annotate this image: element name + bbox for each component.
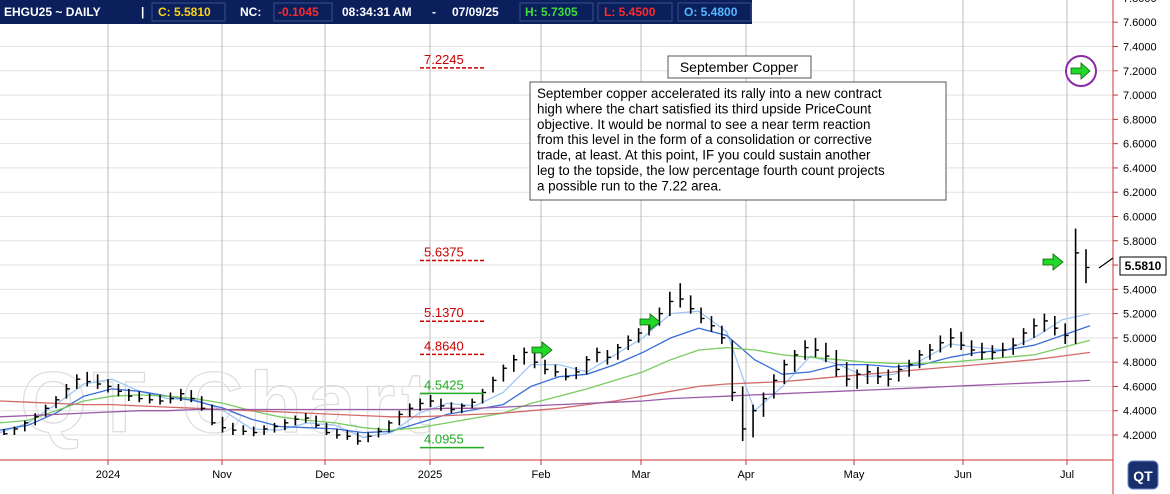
level-label: 4.8640: [424, 338, 464, 353]
annotation-title-box: September Copper: [667, 55, 812, 79]
y-tick-label: 7.2000: [1123, 66, 1157, 78]
high-value: H: 5.7305: [525, 5, 578, 19]
close-value: C: 5.5810: [158, 5, 211, 19]
moving-average-purple: [0, 379, 1091, 418]
x-tick-label: May: [844, 469, 865, 481]
target-arrow-icon: [1065, 55, 1097, 87]
x-tick-label: 2025: [418, 469, 442, 481]
y-tick-label: 4.2000: [1123, 430, 1157, 442]
price-bars: [3, 228, 1090, 445]
y-tick-label: 6.0000: [1123, 211, 1157, 223]
annotation-title: September Copper: [680, 59, 799, 75]
y-tick-label: 5.4000: [1123, 284, 1157, 296]
low-value: L: 5.4500: [604, 5, 656, 19]
y-tick-label: 6.6000: [1123, 139, 1157, 151]
y-tick-label: 5.2000: [1123, 309, 1157, 321]
net-change-label: NC:: [240, 5, 261, 19]
annotation-text-box: September copper accelerated its rally i…: [529, 81, 947, 201]
quote-header: EHGU25 ~ DAILY | C: 5.5810 NC: -0.1045 0…: [0, 0, 752, 24]
x-tick-label: 2024: [96, 469, 120, 481]
last-price-tag: 5.5810: [1098, 256, 1167, 276]
y-tick-label: 6.2000: [1123, 187, 1157, 199]
y-tick-label: 4.6000: [1123, 381, 1157, 393]
header-dash: -: [432, 5, 436, 19]
y-tick-label: 4.4000: [1123, 406, 1157, 418]
x-tick-label: Feb: [532, 469, 551, 481]
annotation-text-line: objective. It would be normal to see a n…: [537, 117, 870, 132]
level-label: 5.6375: [424, 244, 464, 259]
level-label: 5.1370: [424, 305, 464, 320]
x-tick-label: Nov: [212, 469, 232, 481]
y-tick-label: 7.8000: [1123, 0, 1157, 5]
open-value: O: 5.4800: [684, 5, 738, 19]
annotation-text-line: leg to the topside, the low percentage f…: [537, 163, 885, 178]
x-axis-ticks: 2024 Nov Dec 2025 Feb Mar Apr May Jun Jul: [96, 460, 1074, 481]
level-label: 7.2245: [424, 52, 464, 67]
annotation-text-line: September copper accelerated its rally i…: [537, 86, 882, 101]
y-tick-label: 7.0000: [1123, 90, 1157, 102]
header-separator: |: [141, 5, 144, 19]
qt-logo: QT: [1127, 460, 1159, 490]
level-label: 4.0955: [424, 432, 464, 447]
x-tick-label: Jun: [954, 469, 972, 481]
annotation-text-line: a possible run to the 7.22 area.: [537, 178, 722, 193]
arrow-right-icon: [531, 341, 553, 359]
net-change-value: -0.1045: [278, 5, 319, 19]
symbol-label: EHGU25 ~ DAILY: [4, 5, 101, 19]
arrow-right-icon: [1042, 253, 1064, 271]
x-tick-label: Dec: [315, 469, 335, 481]
y-tick-label: 7.4000: [1123, 42, 1157, 54]
arrow-right-icon: [639, 313, 661, 331]
y-tick-label: 5.0000: [1123, 333, 1157, 345]
watermark: QT Chart: [20, 355, 436, 451]
y-tick-label: 5.8000: [1123, 236, 1157, 248]
y-tick-label: 7.6000: [1123, 17, 1157, 29]
grid-lines: [0, 0, 1113, 460]
annotation-text-line: from this level in the form of a consoli…: [537, 132, 872, 147]
date-label: 07/09/25: [452, 5, 499, 19]
x-tick-label: Jul: [1060, 469, 1074, 481]
qt-logo-text: QT: [1133, 468, 1153, 484]
annotation-text-line: high where the chart satisfied its third…: [537, 101, 871, 116]
y-tick-label: 6.4000: [1123, 163, 1157, 175]
y-tick-label: 4.8000: [1123, 357, 1157, 369]
last-price-value: 5.5810: [1125, 259, 1162, 273]
level-label: 4.5425: [424, 377, 464, 392]
time-label: 08:34:31 AM: [342, 5, 412, 19]
price-count-levels: 7.2245 5.6375 5.1370 4.8640 4.5425 4.0955: [420, 52, 484, 449]
x-tick-label: Mar: [632, 469, 651, 481]
x-tick-label: Apr: [737, 469, 754, 481]
annotation-text-line: trade, at least. At this point, IF you c…: [537, 148, 871, 163]
y-tick-label: 6.8000: [1123, 114, 1157, 126]
